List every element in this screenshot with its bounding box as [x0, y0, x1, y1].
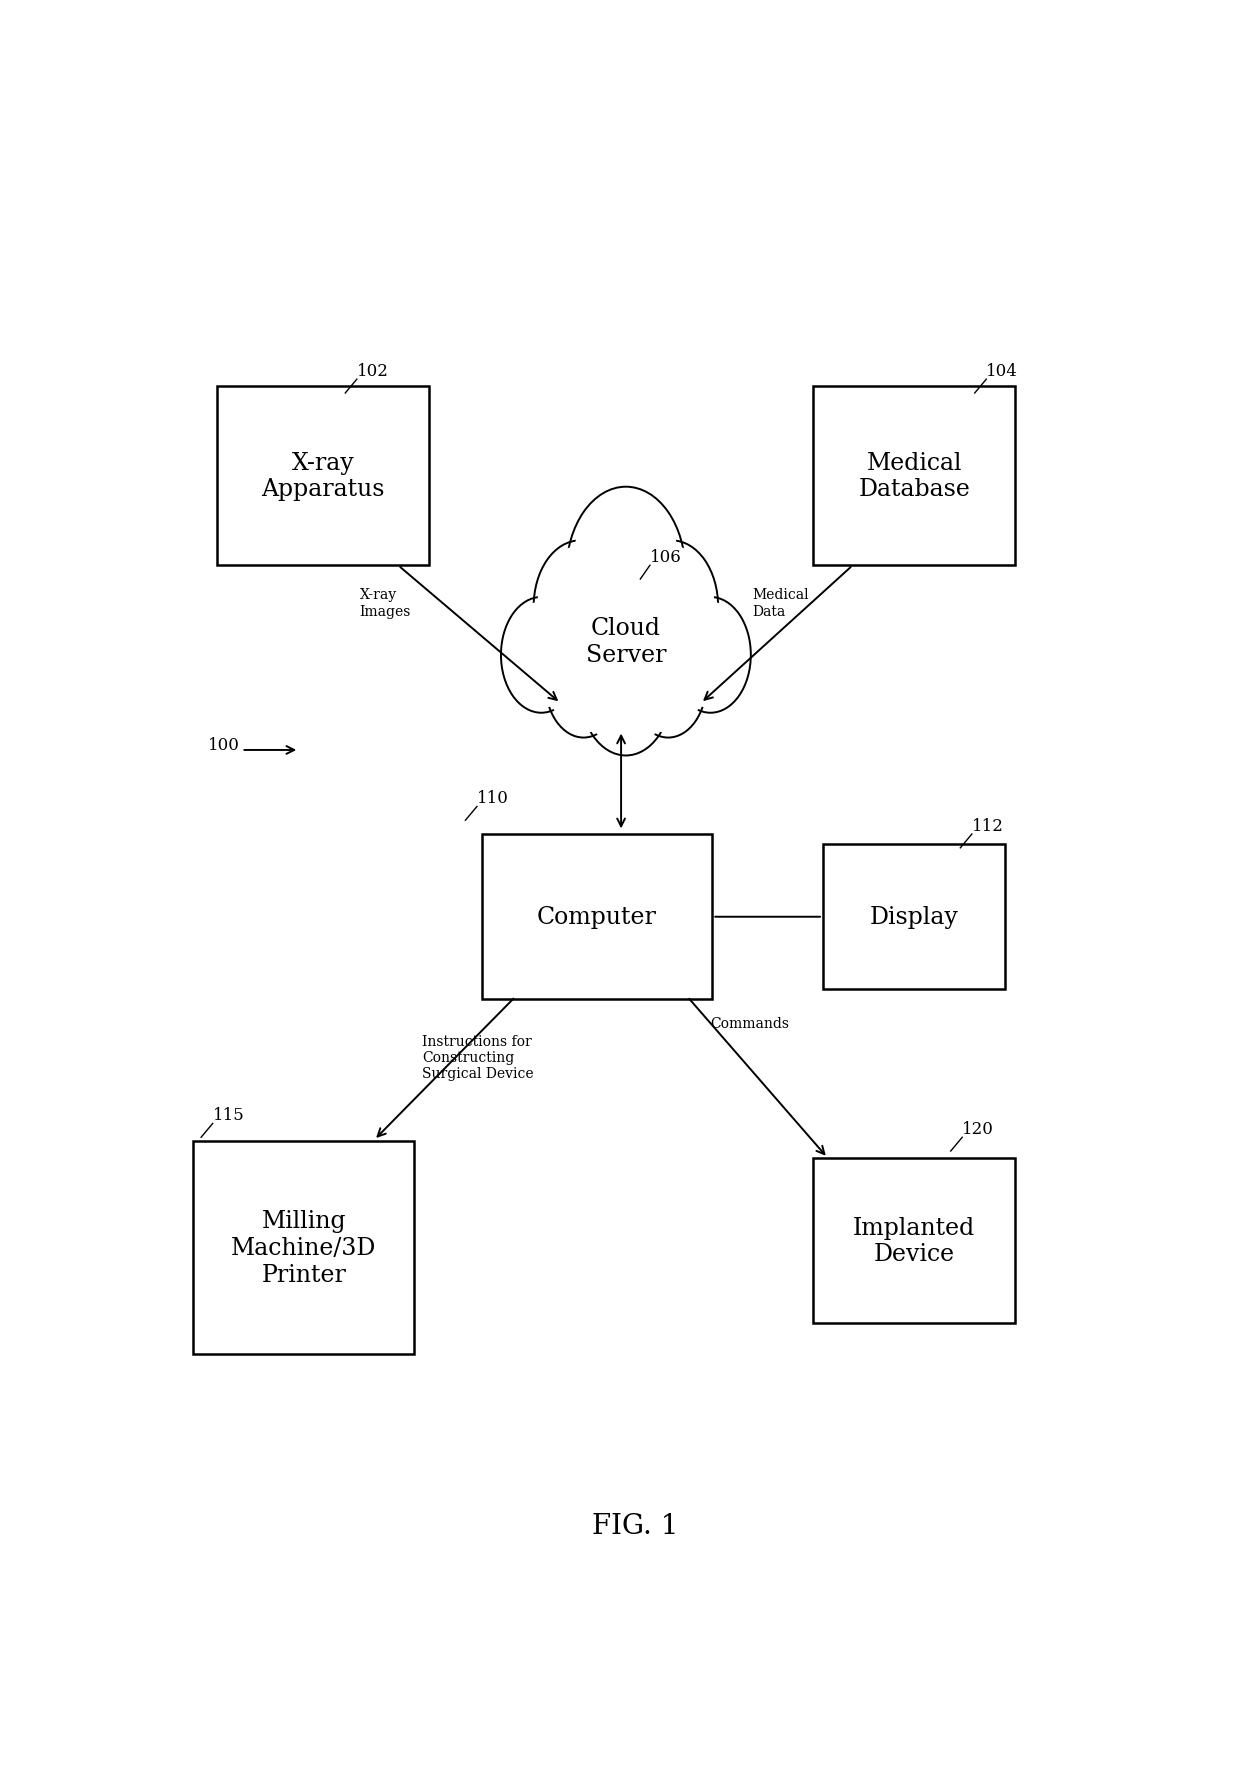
- Bar: [481, 834, 713, 1000]
- Circle shape: [501, 598, 582, 714]
- Circle shape: [584, 630, 668, 751]
- Circle shape: [626, 540, 718, 673]
- Text: 115: 115: [213, 1107, 244, 1123]
- Bar: [813, 386, 1016, 565]
- Bar: [823, 844, 1006, 989]
- Text: Milling
Machine/3D
Printer: Milling Machine/3D Printer: [232, 1209, 377, 1286]
- Bar: [217, 386, 429, 565]
- Text: 104: 104: [986, 363, 1018, 379]
- Text: Implanted
Device: Implanted Device: [853, 1217, 976, 1267]
- Text: X-ray
Apparatus: X-ray Apparatus: [262, 451, 384, 501]
- Text: 110: 110: [477, 791, 508, 807]
- Text: Computer: Computer: [537, 905, 657, 928]
- Text: 106: 106: [650, 549, 682, 565]
- Circle shape: [546, 628, 622, 739]
- Circle shape: [632, 632, 703, 733]
- Text: 112: 112: [972, 818, 1003, 834]
- Circle shape: [670, 598, 750, 714]
- Text: Cloud
Server: Cloud Server: [585, 617, 666, 667]
- Bar: [813, 1157, 1016, 1324]
- Circle shape: [548, 632, 619, 733]
- Text: 102: 102: [357, 363, 388, 379]
- Text: X-ray
Images: X-ray Images: [360, 589, 412, 619]
- Circle shape: [630, 628, 707, 739]
- Circle shape: [567, 487, 686, 658]
- Circle shape: [673, 603, 748, 708]
- Circle shape: [572, 494, 681, 651]
- Circle shape: [630, 546, 714, 667]
- Text: Instructions for
Constructing
Surgical Device: Instructions for Constructing Surgical D…: [422, 1034, 533, 1081]
- Text: Medical
Data: Medical Data: [753, 589, 810, 619]
- Text: Medical
Database: Medical Database: [858, 451, 970, 501]
- Circle shape: [537, 546, 622, 667]
- Circle shape: [505, 603, 578, 708]
- Text: Display: Display: [869, 905, 959, 928]
- Circle shape: [533, 540, 626, 673]
- Text: 100: 100: [208, 737, 239, 753]
- Circle shape: [580, 624, 672, 757]
- Text: FIG. 1: FIG. 1: [593, 1512, 678, 1540]
- Text: 120: 120: [962, 1120, 994, 1138]
- Text: Commands: Commands: [711, 1016, 790, 1030]
- Bar: [193, 1141, 414, 1354]
